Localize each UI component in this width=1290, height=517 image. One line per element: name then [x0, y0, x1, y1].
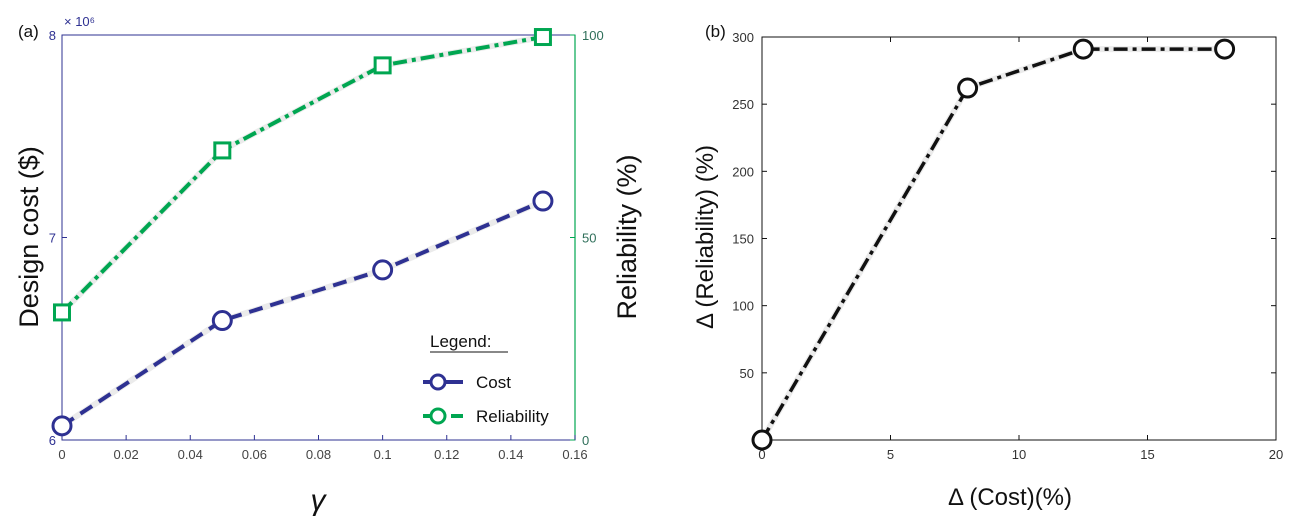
y2-tick-label: 100 [582, 28, 604, 43]
data-point [751, 429, 773, 451]
data-point [1072, 38, 1094, 60]
data-point-reliability [53, 303, 71, 322]
y-tick-label: 300 [732, 30, 754, 45]
data-point [957, 77, 979, 99]
series-cost-line [60, 199, 544, 428]
y-tick-label: 200 [732, 164, 754, 179]
x-tick-label: 0.04 [178, 447, 203, 462]
x-tick-label: 0.14 [498, 447, 523, 462]
legend-reliability-marker [429, 407, 447, 425]
series-halo [759, 46, 1225, 442]
y-tick-label: 7 [49, 231, 56, 246]
y-tick-label: 150 [732, 232, 754, 247]
data-point-cost [51, 415, 73, 437]
series-reliability-halo [59, 34, 544, 315]
data-point-cost [211, 310, 233, 332]
panel-b-y-ticks: 50 100 150 200 250 300 [732, 30, 1276, 381]
data-point-cost [532, 190, 554, 212]
y-tick-label: 100 [732, 299, 754, 314]
panel-b-chart: (b) Δ (Reliability) (%) Δ (Cost)(%) 0 5 10… [692, 22, 1283, 511]
x-tick-label: 0.02 [113, 447, 138, 462]
y-tick-label: 50 [740, 366, 754, 381]
x-tick-label: 0.16 [562, 447, 587, 462]
x-tick-label: 0.08 [306, 447, 331, 462]
panel-a-legend: Legend: Cost Reliability [423, 332, 549, 426]
y-tick-label: 6 [49, 433, 56, 448]
y-tick-label: 250 [732, 97, 754, 112]
panel-a-y2-ticks: 0 50 100 [570, 28, 604, 448]
legend-cost-label: Cost [476, 373, 511, 392]
legend-reliability-label: Reliability [476, 407, 549, 426]
data-point-reliability [213, 141, 232, 160]
panel-a-chart: (a) × 10⁶ Design cost ($) Reliability (%… [14, 14, 642, 517]
data-point [1214, 38, 1236, 60]
data-point-reliability [373, 56, 392, 75]
panel-b-label: (b) [705, 22, 726, 41]
panel-b-x-axis-label: Δ (Cost)(%) [948, 484, 1072, 511]
x-tick-label: 0.06 [242, 447, 267, 462]
y2-tick-label: 0 [582, 433, 589, 448]
panel-b-axes-frame [761, 36, 1277, 441]
legend-title: Legend: [430, 332, 491, 351]
x-tick-label: 0.12 [434, 447, 459, 462]
x-tick-label: 10 [1012, 447, 1026, 462]
panel-a-y-ticks: 6 7 8 [49, 28, 67, 448]
series-line [760, 47, 1225, 441]
panel-a-y-axis-label: Design cost ($) [14, 146, 44, 328]
panel-a-x-ticks: 0 0.02 0.04 0.06 0.08 0.1 0.12 0.14 0.16 [58, 435, 588, 462]
panel-a-x-axis-label: γ [311, 484, 328, 517]
panel-a-label: (a) [18, 22, 39, 41]
legend-cost-marker [429, 373, 447, 391]
x-tick-label: 0 [58, 447, 65, 462]
panel-a-y2-axis-label: Reliability (%) [612, 154, 642, 319]
series-reliability-line [60, 35, 544, 314]
y-tick-label: 8 [49, 28, 56, 43]
x-tick-label: 20 [1269, 447, 1283, 462]
panel-a-y-multiplier: × 10⁶ [64, 14, 95, 29]
panel-b-x-ticks: 0 5 10 15 20 [758, 37, 1283, 462]
x-tick-label: 5 [887, 447, 894, 462]
x-tick-label: 0.1 [374, 447, 392, 462]
y2-tick-label: 50 [582, 231, 596, 246]
data-point-cost [372, 259, 394, 281]
series-cost-halo [60, 198, 545, 429]
x-tick-label: 15 [1140, 447, 1154, 462]
panel-b-y-axis-label: Δ (Reliability) (%) [692, 145, 719, 329]
data-point-reliability [533, 28, 552, 47]
panel-a-series [51, 28, 554, 437]
panel-b-series [751, 38, 1236, 451]
x-tick-label: 0 [758, 447, 765, 462]
